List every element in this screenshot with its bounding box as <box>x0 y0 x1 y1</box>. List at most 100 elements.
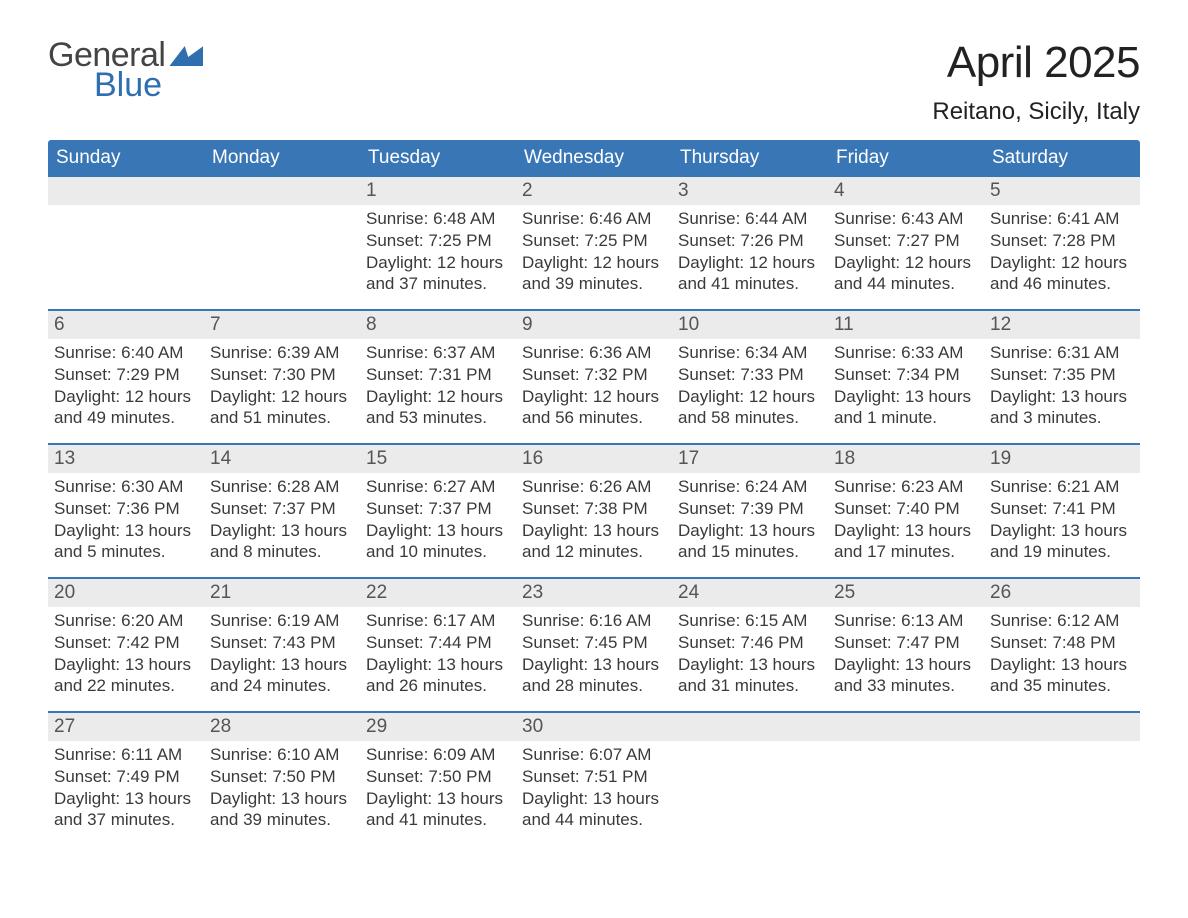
day-cell-line: Daylight: 13 hours <box>990 386 1134 408</box>
day-cell-line: Sunrise: 6:44 AM <box>678 208 822 230</box>
day-header-wednesday: Wednesday <box>516 140 672 175</box>
day-cell-line: Daylight: 12 hours <box>54 386 198 408</box>
day-cell-line: Daylight: 12 hours <box>366 386 510 408</box>
day-cell: Sunrise: 6:16 AMSunset: 7:45 PMDaylight:… <box>516 607 672 699</box>
day-cell-line: and 26 minutes. <box>366 675 510 697</box>
calendar-week: 20212223242526Sunrise: 6:20 AMSunset: 7:… <box>48 577 1140 699</box>
day-cell-line: Sunrise: 6:30 AM <box>54 476 198 498</box>
calendar: Sunday Monday Tuesday Wednesday Thursday… <box>48 140 1140 833</box>
day-header-friday: Friday <box>828 140 984 175</box>
day-cell: Sunrise: 6:09 AMSunset: 7:50 PMDaylight:… <box>360 741 516 833</box>
day-cell-line: Sunset: 7:50 PM <box>210 766 354 788</box>
day-number <box>984 713 1140 741</box>
day-cell: Sunrise: 6:30 AMSunset: 7:36 PMDaylight:… <box>48 473 204 565</box>
day-cell-line: and 49 minutes. <box>54 407 198 429</box>
week-body-row: Sunrise: 6:48 AMSunset: 7:25 PMDaylight:… <box>48 205 1140 297</box>
day-cell-line: Sunrise: 6:24 AM <box>678 476 822 498</box>
day-cell: Sunrise: 6:36 AMSunset: 7:32 PMDaylight:… <box>516 339 672 431</box>
day-cell-line: Sunset: 7:51 PM <box>522 766 666 788</box>
day-number: 25 <box>828 579 984 607</box>
day-cell-line: Daylight: 13 hours <box>834 654 978 676</box>
day-cell-line: Sunset: 7:41 PM <box>990 498 1134 520</box>
day-cell-line: Daylight: 13 hours <box>210 520 354 542</box>
day-cell-line: Sunrise: 6:43 AM <box>834 208 978 230</box>
day-cell-line: Daylight: 13 hours <box>834 520 978 542</box>
week-body-row: Sunrise: 6:30 AMSunset: 7:36 PM Daylight:… <box>48 473 1140 565</box>
day-cell-line: Daylight: 13 hours <box>210 654 354 676</box>
day-cell-line: Daylight: 12 hours <box>834 252 978 274</box>
day-header-tuesday: Tuesday <box>360 140 516 175</box>
day-cell-line: Daylight: 12 hours <box>678 252 822 274</box>
day-cell-line: Sunrise: 6:21 AM <box>990 476 1134 498</box>
day-cell-line: Sunset: 7:49 PM <box>54 766 198 788</box>
day-number: 2 <box>516 177 672 205</box>
day-cell-line: and 10 minutes. <box>366 541 510 563</box>
day-cell: Sunrise: 6:43 AMSunset: 7:27 PMDaylight:… <box>828 205 984 297</box>
day-number: 12 <box>984 311 1140 339</box>
day-number: 22 <box>360 579 516 607</box>
day-cell-line: Sunset: 7:48 PM <box>990 632 1134 654</box>
day-cell-line: and 24 minutes. <box>210 675 354 697</box>
day-cell-line: Sunrise: 6:13 AM <box>834 610 978 632</box>
day-number: 13 <box>48 445 204 473</box>
day-number <box>48 177 204 205</box>
day-cell-line: Sunset: 7:35 PM <box>990 364 1134 386</box>
day-cell: Sunrise: 6:41 AMSunset: 7:28 PMDaylight:… <box>984 205 1140 297</box>
day-number <box>204 177 360 205</box>
day-cell: Sunrise: 6:37 AMSunset: 7:31 PMDaylight:… <box>360 339 516 431</box>
day-number: 16 <box>516 445 672 473</box>
day-number: 17 <box>672 445 828 473</box>
day-number: 18 <box>828 445 984 473</box>
week-daynum-row: 6789101112 <box>48 309 1140 339</box>
day-number: 19 <box>984 445 1140 473</box>
day-number: 29 <box>360 713 516 741</box>
day-cell-line: Sunrise: 6:12 AM <box>990 610 1134 632</box>
day-cell-line: Daylight: 13 hours <box>522 788 666 810</box>
day-cell-line: and 51 minutes. <box>210 407 354 429</box>
day-cell-line: and 28 minutes. <box>522 675 666 697</box>
day-cell-line: Sunrise: 6:15 AM <box>678 610 822 632</box>
day-cell: Sunrise: 6:31 AMSunset: 7:35 PMDaylight:… <box>984 339 1140 431</box>
day-cell: Sunrise: 6:44 AMSunset: 7:26 PMDaylight:… <box>672 205 828 297</box>
day-cell-line: and 12 minutes. <box>522 541 666 563</box>
day-cell-line: and 5 minutes. <box>54 541 198 563</box>
day-cell-line: Sunset: 7:47 PM <box>834 632 978 654</box>
day-cell-line: Daylight: 13 hours <box>522 654 666 676</box>
logo-mark-icon <box>169 46 203 66</box>
page-header: General Blue April 2025 Reitano, Sicily,… <box>48 38 1140 126</box>
day-number: 8 <box>360 311 516 339</box>
week-daynum-row: 27282930 <box>48 711 1140 741</box>
day-cell-line: Sunset: 7:36 PM <box>54 498 198 520</box>
day-cell-line: and 31 minutes. <box>678 675 822 697</box>
day-cell-line: Sunrise: 6:10 AM <box>210 744 354 766</box>
day-cell-line: and 44 minutes. <box>834 273 978 295</box>
day-cell <box>984 741 1140 833</box>
day-number: 7 <box>204 311 360 339</box>
day-cell: Sunrise: 6:15 AMSunset: 7:46 PMDaylight:… <box>672 607 828 699</box>
day-cell: Sunrise: 6:21 AMSunset: 7:41 PMDaylight:… <box>984 473 1140 565</box>
day-cell-line: Daylight: 12 hours <box>522 386 666 408</box>
day-cell-line: Daylight: 13 hours <box>366 788 510 810</box>
brand-logo: General Blue <box>48 38 203 102</box>
day-cell <box>828 741 984 833</box>
day-cell-line: and 39 minutes. <box>210 809 354 831</box>
day-cell: Sunrise: 6:34 AMSunset: 7:33 PMDaylight:… <box>672 339 828 431</box>
day-number: 24 <box>672 579 828 607</box>
day-cell-line: Sunset: 7:32 PM <box>522 364 666 386</box>
day-number: 14 <box>204 445 360 473</box>
day-cell: Sunrise: 6:23 AMSunset: 7:40 PMDaylight:… <box>828 473 984 565</box>
calendar-weeks: 12345Sunrise: 6:48 AMSunset: 7:25 PMDayl… <box>48 175 1140 833</box>
day-number: 27 <box>48 713 204 741</box>
day-number <box>672 713 828 741</box>
calendar-day-headers: Sunday Monday Tuesday Wednesday Thursday… <box>48 140 1140 175</box>
day-cell-line: Daylight: 12 hours <box>990 252 1134 274</box>
day-cell: Sunrise: 6:24 AMSunset: 7:39 PMDaylight:… <box>672 473 828 565</box>
day-cell-line: Sunset: 7:37 PM <box>210 498 354 520</box>
day-number: 6 <box>48 311 204 339</box>
day-cell-line: Daylight: 12 hours <box>366 252 510 274</box>
day-cell-line: Sunrise: 6:11 AM <box>54 744 198 766</box>
day-cell-line: Sunrise: 6:17 AM <box>366 610 510 632</box>
day-cell: Sunrise: 6:12 AMSunset: 7:48 PMDaylight:… <box>984 607 1140 699</box>
day-cell: Sunrise: 6:11 AMSunset: 7:49 PMDaylight:… <box>48 741 204 833</box>
day-cell-line: Daylight: 13 hours <box>990 654 1134 676</box>
